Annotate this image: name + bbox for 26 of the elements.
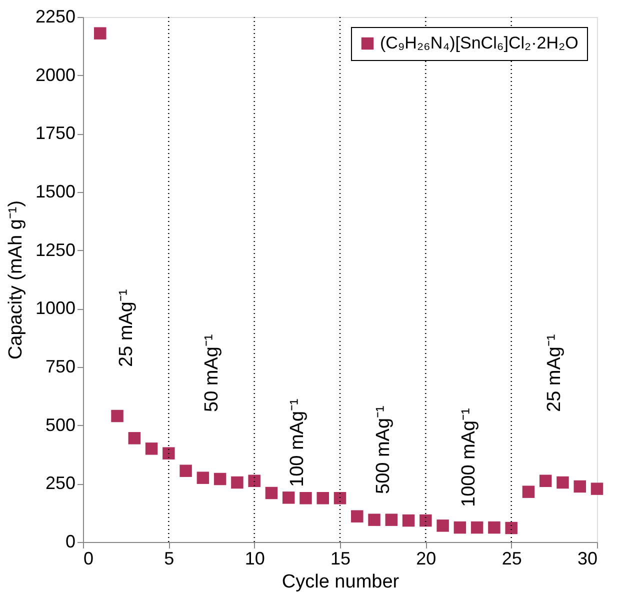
y-tick-label: 250 [45,473,76,494]
x-tick-label: 25 [502,548,522,568]
x-tick-label: 0 [84,548,94,568]
y-tick-label: 0 [65,532,76,552]
legend-label: (C₉H₂₆N₄)[SnCl₆]Cl₂·2H₂O [380,34,578,52]
x-tick-label: 10 [244,548,265,568]
x-tick-label: 30 [577,548,598,568]
x-tick-label: 20 [416,548,436,568]
y-tick-label: 1500 [35,182,76,202]
y-tick-label: 2000 [35,64,76,85]
y-axis-title: Capacity (mAh g⁻¹) [5,200,26,360]
y-tick-label: 750 [45,356,76,376]
annotation: 25 mAg⁻¹ [116,289,137,367]
annotation: 1000 mAg⁻¹ [458,408,480,507]
y-tick-label: 1000 [35,298,76,318]
annotation: 50 mAg⁻¹ [202,334,222,412]
x-axis-title: Cycle number [282,572,400,592]
x-tick-label: 15 [330,548,351,568]
y-tick-label: 500 [45,414,76,435]
x-tick-label: 5 [164,548,174,568]
annotation: 100 mAg⁻¹ [287,398,308,487]
y-tick-label: 2250 [35,6,76,26]
annotation: 500 mAg⁻¹ [372,406,394,494]
y-tick-label: 1250 [35,240,76,260]
y-tick-label: 1750 [35,123,76,144]
annotation: 25 mAg⁻¹ [544,334,566,412]
